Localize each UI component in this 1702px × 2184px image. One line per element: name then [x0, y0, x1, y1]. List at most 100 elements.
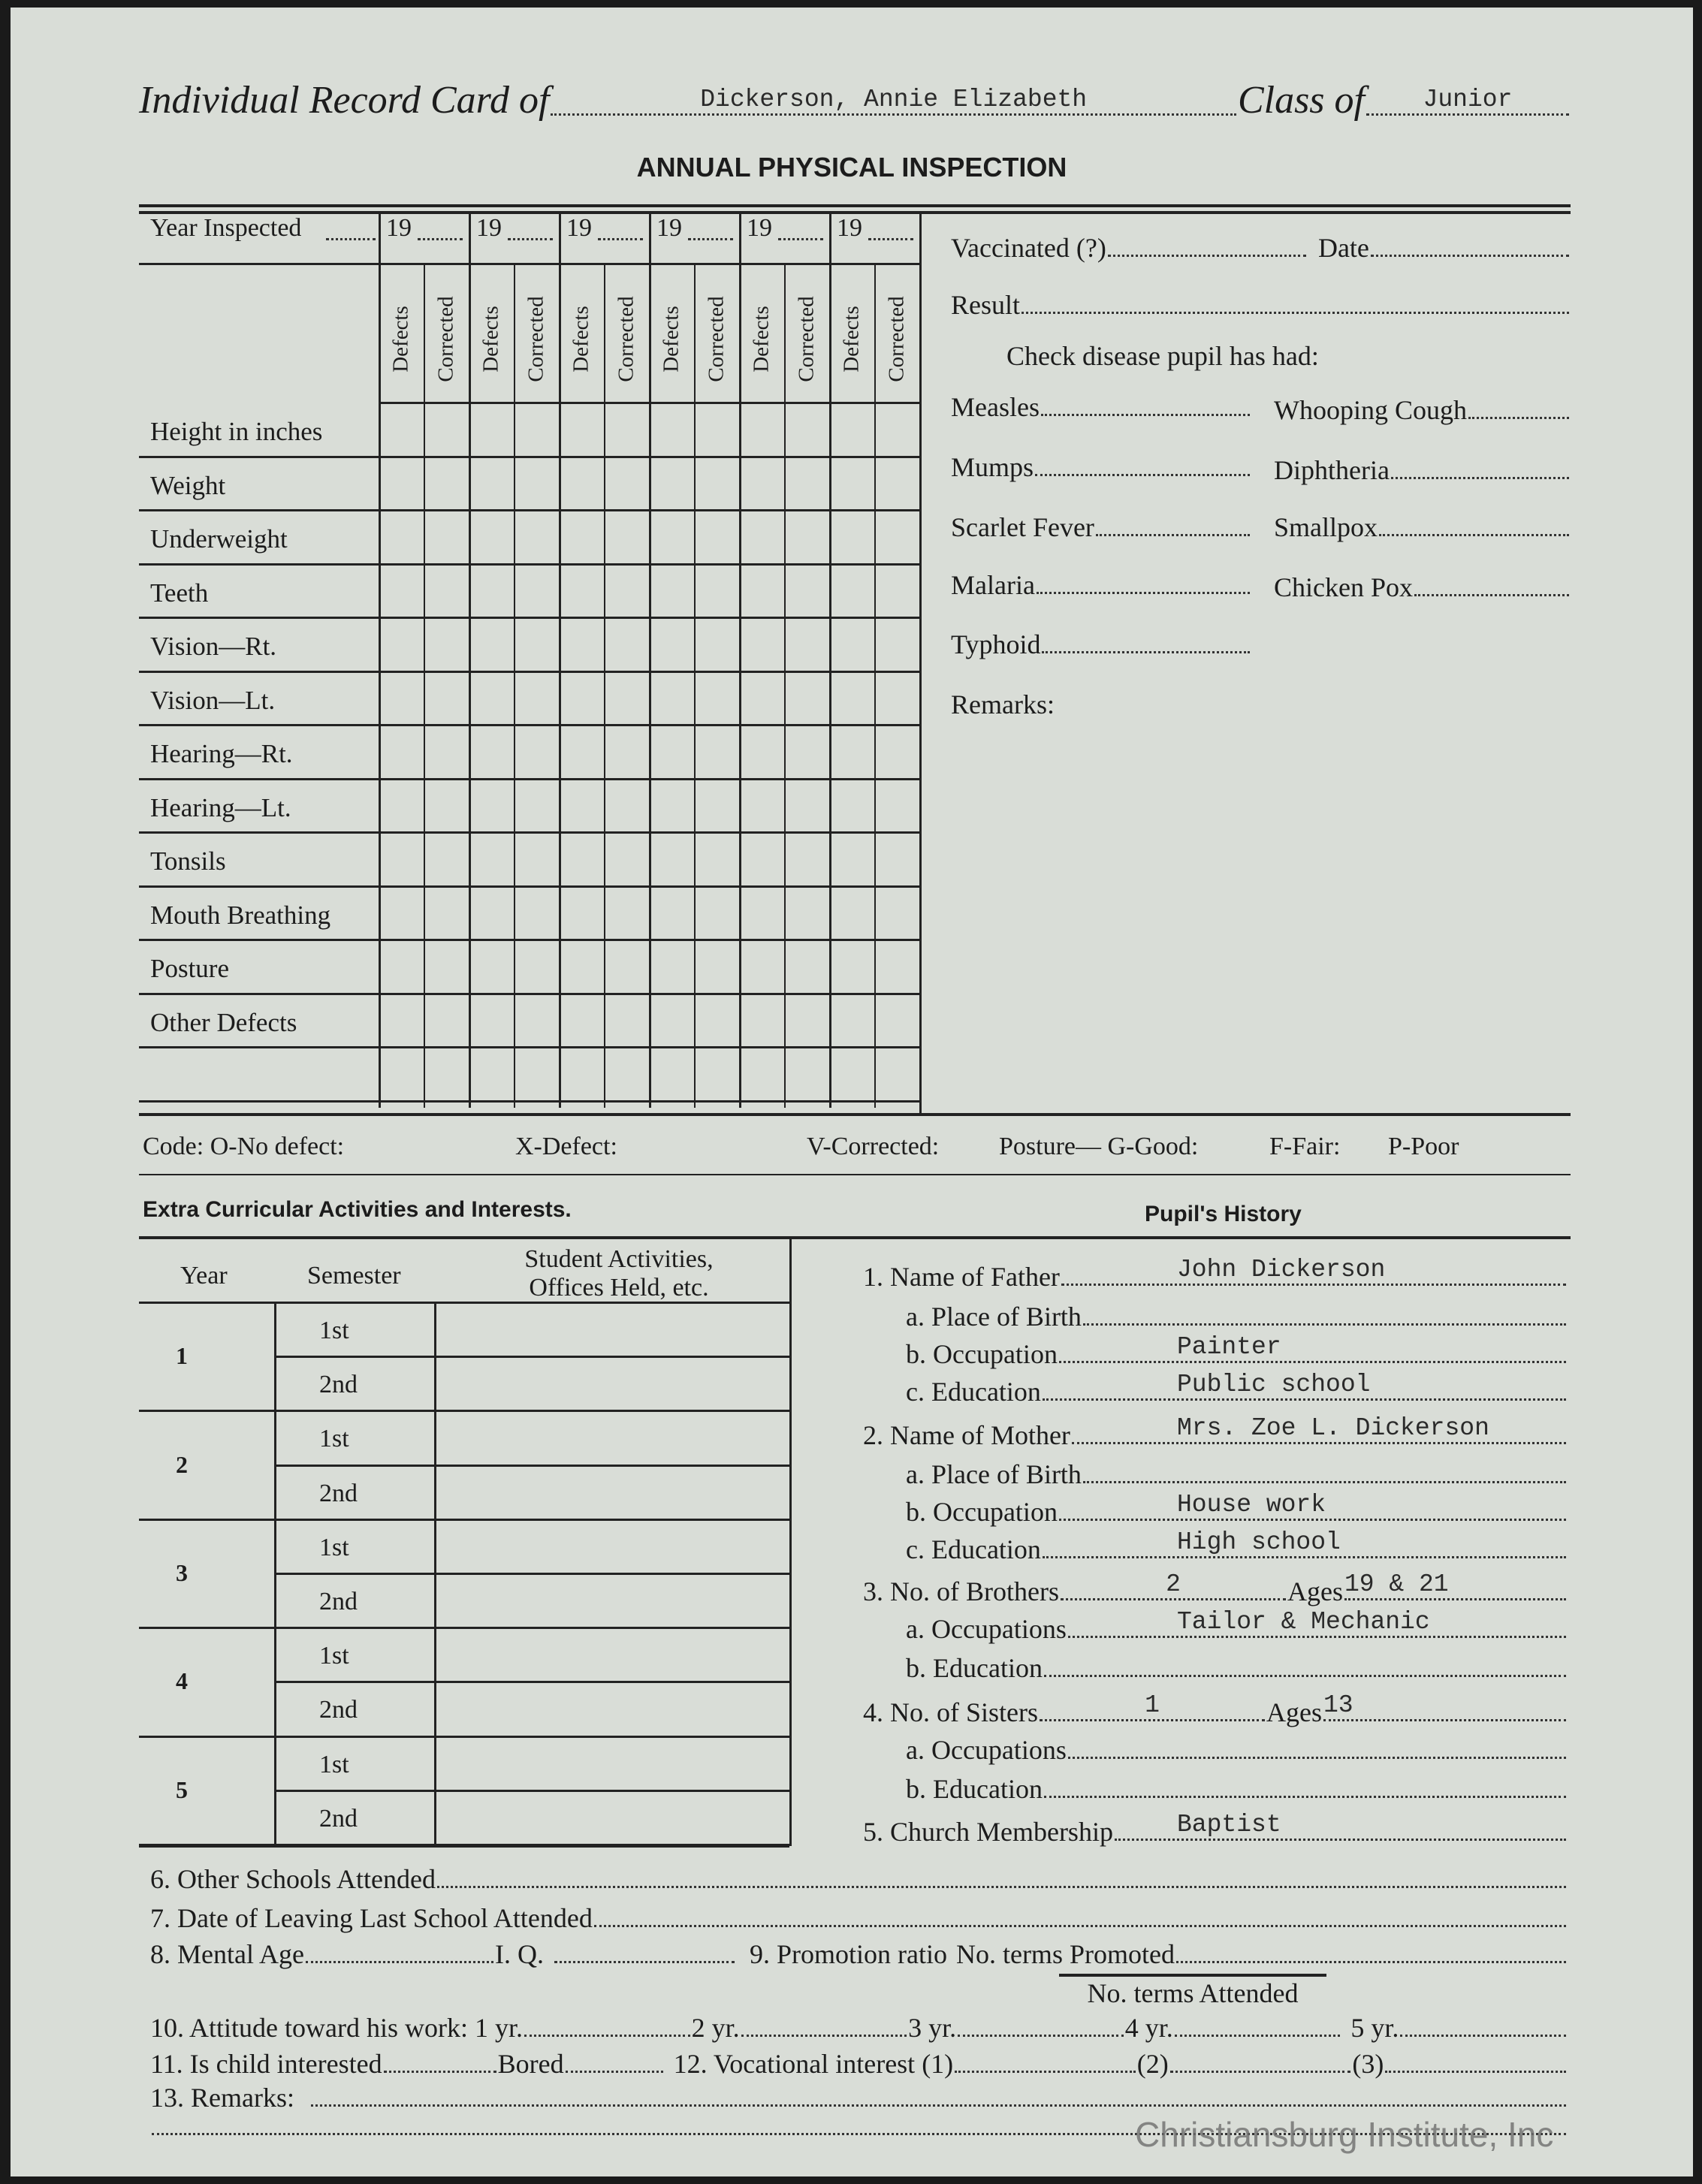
dotted-field[interactable]: Baptist [1114, 1812, 1566, 1841]
dotted-field[interactable] [1379, 534, 1569, 536]
table-cell[interactable] [877, 726, 919, 777]
table-cell[interactable] [651, 511, 693, 563]
activity-cell[interactable] [437, 1521, 786, 1570]
table-cell[interactable] [471, 888, 513, 939]
dotted-field[interactable] [1082, 1323, 1566, 1326]
table-cell[interactable] [606, 1048, 648, 1100]
table-cell[interactable] [741, 726, 783, 777]
table-cell[interactable] [696, 995, 738, 1046]
table-cell[interactable] [471, 458, 513, 509]
dotted-field[interactable] [524, 2035, 690, 2037]
dotted-field[interactable] [1107, 255, 1306, 257]
table-cell[interactable] [606, 673, 648, 724]
table-cell[interactable] [831, 726, 874, 777]
activity-cell[interactable] [437, 1629, 786, 1679]
table-cell[interactable] [786, 1048, 828, 1100]
table-cell[interactable] [426, 511, 468, 563]
table-cell[interactable] [561, 780, 603, 831]
table-cell[interactable] [516, 619, 558, 670]
table-cell[interactable] [696, 1048, 738, 1100]
table-cell[interactable] [651, 941, 693, 992]
dotted-field[interactable]: High school [1042, 1530, 1566, 1558]
dotted-field[interactable] [955, 2071, 1136, 2073]
table-cell[interactable] [741, 511, 783, 563]
table-cell[interactable] [516, 726, 558, 777]
dotted-field[interactable] [436, 1886, 1566, 1888]
activity-cell[interactable] [437, 1358, 786, 1407]
table-cell[interactable] [561, 1048, 603, 1100]
table-cell[interactable] [426, 726, 468, 777]
activity-cell[interactable] [437, 1304, 786, 1353]
table-cell[interactable] [741, 566, 783, 617]
table-cell[interactable] [471, 566, 513, 617]
table-cell[interactable] [561, 995, 603, 1046]
dotted-field[interactable] [593, 1925, 1566, 1927]
table-cell[interactable] [741, 458, 783, 509]
table-cell[interactable] [786, 673, 828, 724]
table-cell[interactable] [786, 941, 828, 992]
dotted-field[interactable] [741, 2035, 907, 2037]
table-cell[interactable] [741, 619, 783, 670]
table-cell[interactable] [471, 726, 513, 777]
table-cell[interactable] [877, 780, 919, 831]
table-cell[interactable] [877, 995, 919, 1046]
table-cell[interactable] [381, 780, 423, 831]
table-cell[interactable] [696, 404, 738, 455]
table-cell[interactable] [831, 1048, 874, 1100]
table-cell[interactable] [426, 619, 468, 670]
activity-cell[interactable] [437, 1792, 786, 1842]
table-cell[interactable] [651, 1048, 693, 1100]
table-cell[interactable] [426, 458, 468, 509]
table-cell[interactable] [516, 673, 558, 724]
table-cell[interactable] [471, 673, 513, 724]
table-cell[interactable] [877, 1048, 919, 1100]
dotted-field[interactable]: House work [1058, 1492, 1566, 1521]
table-cell[interactable] [516, 404, 558, 455]
dotted-field[interactable]: Public school [1042, 1372, 1566, 1401]
table-cell[interactable] [561, 458, 603, 509]
table-cell[interactable] [516, 941, 558, 992]
table-cell[interactable] [471, 834, 513, 885]
table-cell[interactable] [786, 780, 828, 831]
table-cell[interactable] [696, 726, 738, 777]
table-cell[interactable] [877, 404, 919, 455]
table-cell[interactable] [877, 511, 919, 563]
table-cell[interactable] [606, 726, 648, 777]
table-cell[interactable] [471, 941, 513, 992]
table-cell[interactable] [741, 780, 783, 831]
table-cell[interactable] [741, 404, 783, 455]
dotted-field[interactable] [1390, 477, 1569, 479]
table-cell[interactable] [831, 995, 874, 1046]
table-cell[interactable] [831, 834, 874, 885]
table-cell[interactable] [381, 458, 423, 509]
dotted-field[interactable]: 1 [1040, 1693, 1265, 1721]
dotted-field[interactable] [1042, 651, 1250, 653]
table-cell[interactable] [696, 941, 738, 992]
table-cell[interactable] [381, 726, 423, 777]
dotted-field[interactable] [1174, 2035, 1341, 2037]
table-cell[interactable] [696, 566, 738, 617]
dotted-field[interactable]: Mrs. Zoe L. Dickerson [1071, 1416, 1566, 1444]
table-cell[interactable] [426, 834, 468, 885]
dotted-field[interactable] [383, 2071, 496, 2073]
table-cell[interactable] [426, 780, 468, 831]
table-cell[interactable] [381, 673, 423, 724]
table-cell[interactable] [696, 888, 738, 939]
table-cell[interactable] [516, 511, 558, 563]
dotted-field[interactable] [1400, 2035, 1566, 2037]
dotted-field[interactable] [152, 2133, 1566, 2135]
table-cell[interactable] [426, 404, 468, 455]
table-cell[interactable] [741, 888, 783, 939]
dotted-field[interactable] [958, 2035, 1124, 2037]
table-cell[interactable] [516, 780, 558, 831]
dotted-field[interactable] [1082, 1481, 1566, 1483]
table-cell[interactable] [786, 995, 828, 1046]
table-cell[interactable] [651, 458, 693, 509]
table-cell[interactable] [516, 888, 558, 939]
table-cell[interactable] [606, 888, 648, 939]
table-cell[interactable] [651, 566, 693, 617]
dotted-field[interactable]: 19 & 21 [1344, 1572, 1566, 1600]
table-cell[interactable] [561, 941, 603, 992]
table-cell[interactable] [741, 1048, 783, 1100]
table-cell[interactable] [516, 995, 558, 1046]
